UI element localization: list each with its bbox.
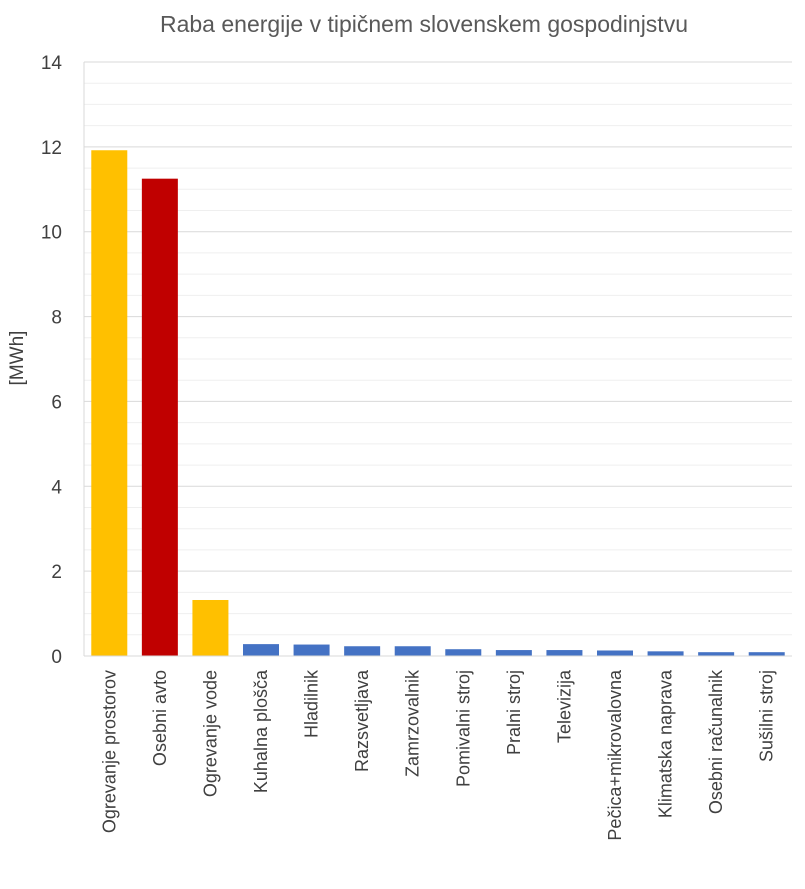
bar (192, 599, 229, 656)
y-tick-label: 14 (41, 53, 63, 74)
bar (91, 150, 128, 656)
x-tick-label: Sušilni stroj (757, 670, 777, 762)
x-tick-label: Televizija (554, 669, 574, 743)
x-tick-label: Pralni stroj (504, 670, 524, 755)
x-tick-label: Razsvetljava (352, 669, 372, 772)
bar (293, 644, 330, 656)
x-tick-labels: Ogrevanje prostorov Osebni avto Ogrevanje … (99, 669, 776, 841)
x-tick-label: Hladilnik (302, 669, 322, 738)
x-tick-label: Osebni računalnik (706, 669, 726, 814)
bars (91, 150, 785, 656)
bar (495, 650, 532, 656)
x-tick-label: Pomivalni stroj (453, 670, 473, 787)
bar (445, 649, 482, 656)
y-tick-label: 8 (51, 308, 62, 329)
y-tick-label: 10 (41, 223, 62, 244)
bar (597, 650, 633, 656)
bar (647, 651, 684, 656)
x-tick-label: Zamrzovalnik (403, 669, 423, 777)
bar (394, 646, 431, 656)
bar (698, 652, 735, 656)
bar (344, 646, 381, 656)
x-tick-label: Klimatska naprava (656, 669, 676, 818)
y-tick-label: 2 (51, 562, 62, 583)
x-tick-label: Ogrevanje vode (200, 670, 220, 797)
bar (748, 652, 785, 656)
y-tick-label: 0 (51, 647, 62, 668)
x-tick-label: Ogrevanje prostorov (99, 670, 119, 833)
x-tick-label: Pečica+mikrovalovna (605, 669, 625, 841)
y-tick-labels: 0 2 4 6 8 10 12 14 (41, 53, 63, 668)
gridlines (83, 61, 792, 656)
chart-title: Raba energije v tipičnem slovenskem gosp… (160, 11, 688, 37)
x-tick-label: Kuhalna plošča (251, 669, 271, 793)
x-tick-label: Osebni avto (150, 670, 170, 766)
bar (141, 178, 178, 656)
bar (546, 650, 583, 656)
y-axis-label: [MWh] (7, 331, 28, 386)
y-tick-label: 6 (51, 392, 62, 413)
y-tick-label: 4 (51, 477, 62, 498)
y-tick-label: 12 (41, 138, 62, 159)
bar (243, 644, 279, 656)
